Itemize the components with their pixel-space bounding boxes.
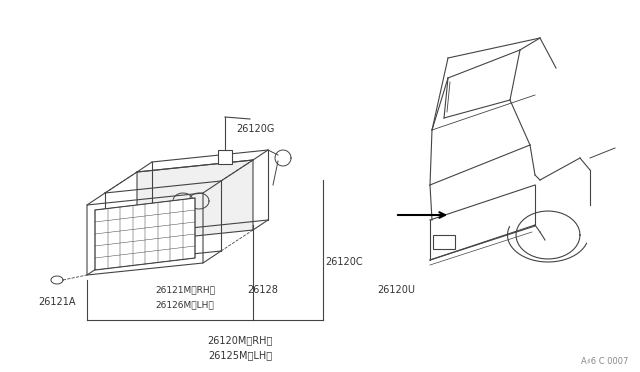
Bar bbox=[218, 150, 232, 164]
Text: 26126M〈LH〉: 26126M〈LH〉 bbox=[156, 301, 214, 310]
Polygon shape bbox=[137, 160, 253, 242]
Text: 26120M〈RH〉: 26120M〈RH〉 bbox=[207, 335, 273, 345]
Text: 26120U: 26120U bbox=[377, 285, 415, 295]
Text: 26125M〈LH〉: 26125M〈LH〉 bbox=[208, 350, 272, 360]
Bar bbox=[433, 235, 455, 249]
Text: A♯6 C 0007: A♯6 C 0007 bbox=[580, 357, 628, 366]
Text: 26120G: 26120G bbox=[236, 124, 274, 134]
Text: 26128: 26128 bbox=[248, 285, 278, 295]
Polygon shape bbox=[95, 198, 195, 270]
Text: 26121A: 26121A bbox=[38, 297, 76, 307]
Text: 26120C: 26120C bbox=[325, 257, 363, 267]
Text: 26121M〈RH〉: 26121M〈RH〉 bbox=[155, 285, 215, 295]
